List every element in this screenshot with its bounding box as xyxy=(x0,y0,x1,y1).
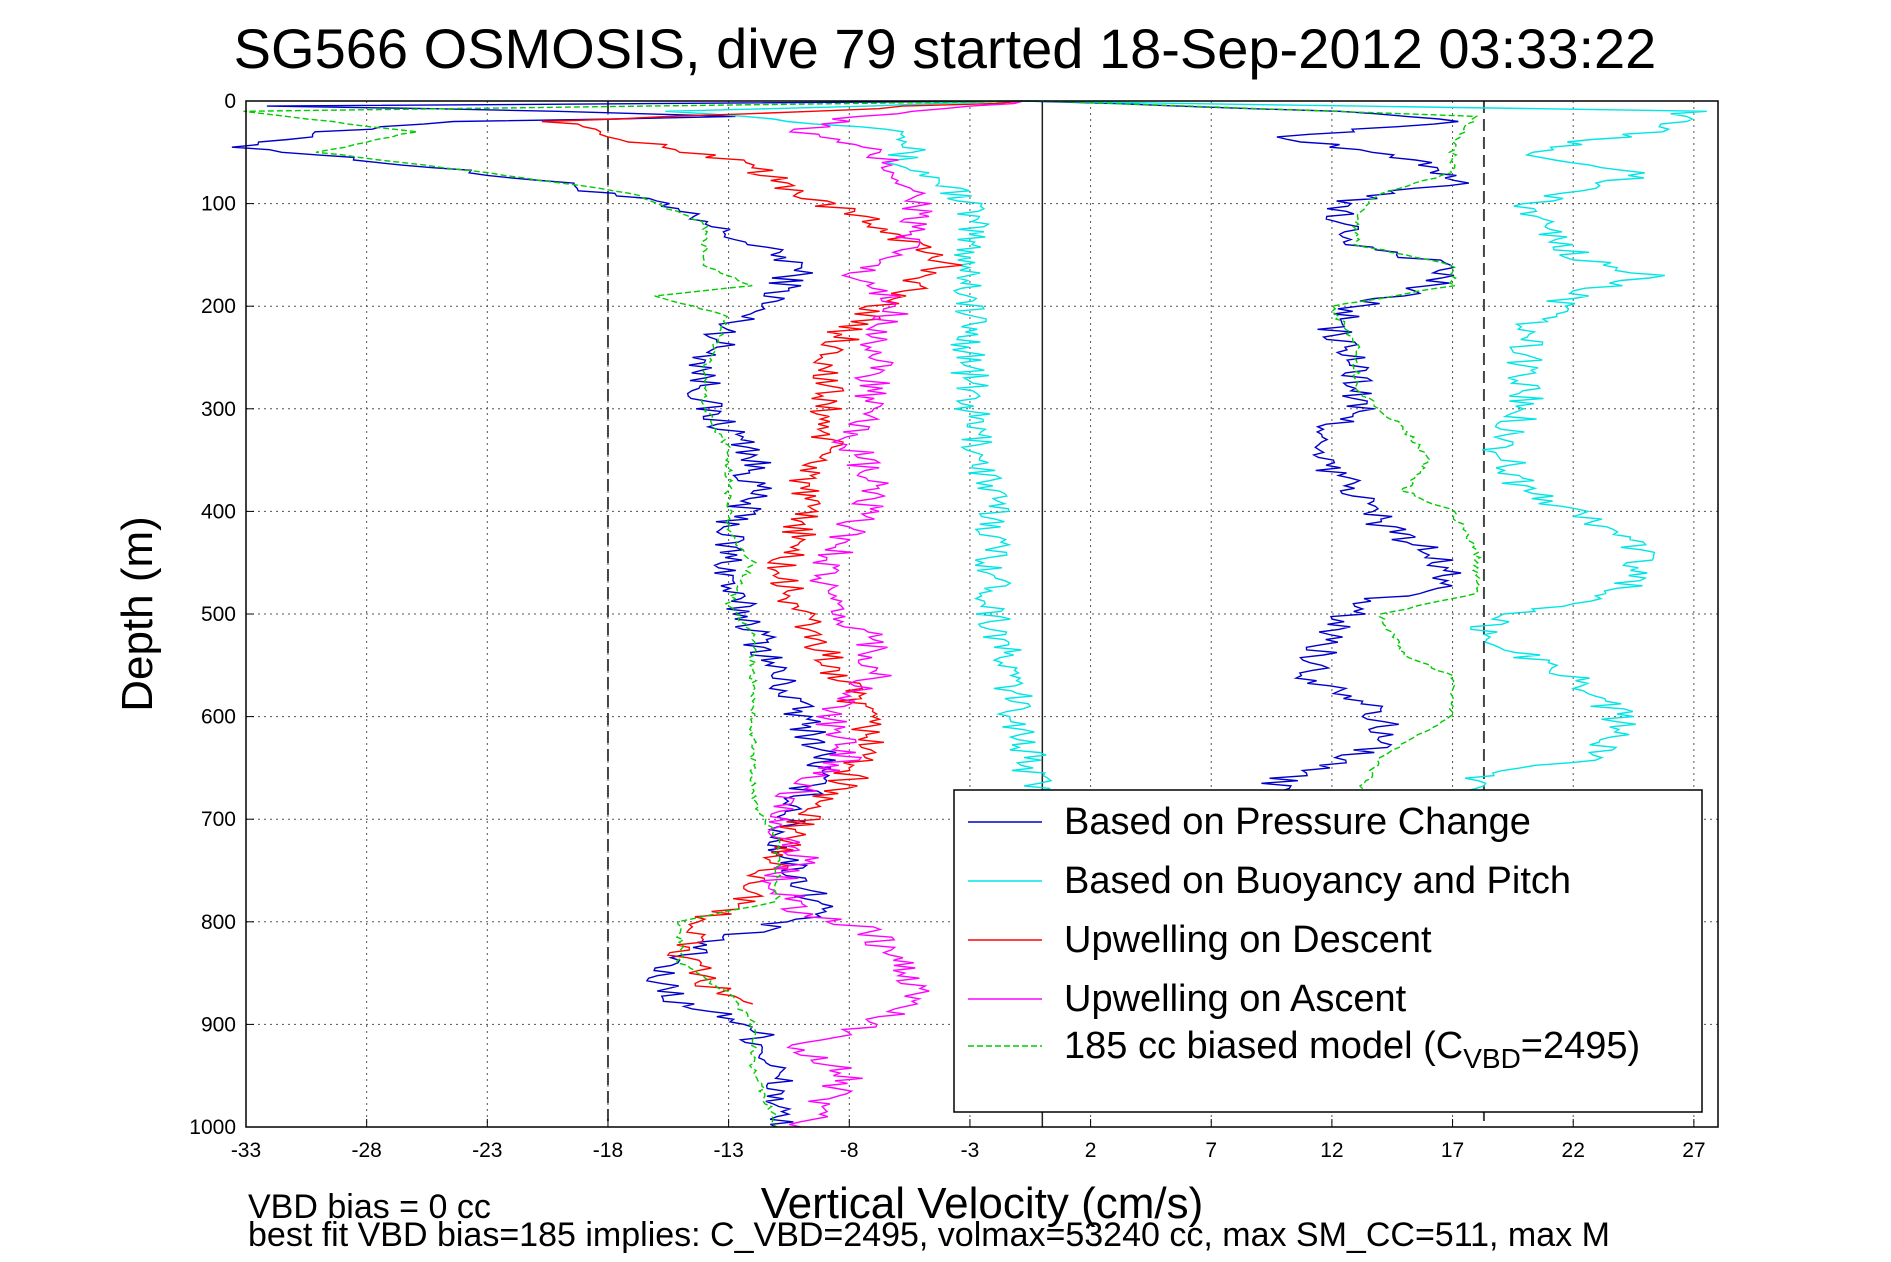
chart-title: SG566 OSMOSIS, dive 79 started 18-Sep-20… xyxy=(234,17,1657,80)
x-tick-label: -23 xyxy=(472,1139,502,1162)
footer-line-2: best fit VBD bias=185 implies: C_VBD=249… xyxy=(248,1216,1610,1254)
footer-line-1: VBD bias = 0 cc xyxy=(248,1188,491,1226)
x-tick-label: 22 xyxy=(1562,1139,1585,1162)
y-tick-label: 800 xyxy=(201,911,236,934)
x-tick-label: -8 xyxy=(840,1139,859,1162)
x-tick-labels: -33 -28 -23 -18 -13 -8 -3 2 7 12 17 22 27 xyxy=(231,1119,1706,1162)
y-tick-label: 600 xyxy=(201,706,236,729)
legend-box xyxy=(953,789,1703,1113)
x-tick-label: 7 xyxy=(1205,1139,1217,1162)
series-line-185-cc-biased-model-cvbd-2495 xyxy=(243,100,1039,1128)
y-tick-label: 100 xyxy=(201,193,236,216)
legend-entry: Upwelling on Descent xyxy=(1064,919,1432,961)
x-tick-label: 17 xyxy=(1441,1139,1464,1162)
x-tick-label: -33 xyxy=(231,1139,261,1162)
x-tick-label: 27 xyxy=(1682,1139,1705,1162)
y-tick-labels: 0 100 200 300 400 500 600 700 800 900 1000 xyxy=(189,90,254,1139)
y-tick-label: 900 xyxy=(201,1013,236,1036)
x-tick-label: -13 xyxy=(713,1139,743,1162)
x-tick-label: 2 xyxy=(1085,1139,1097,1162)
legend-entry: 185 cc biased model (CVBD=2495) xyxy=(1064,1025,1640,1074)
y-tick-label: 200 xyxy=(201,295,236,318)
legend-items: Based on Pressure Change Based on Buoyanc… xyxy=(968,801,1640,1074)
y-axis-label: Depth (m) xyxy=(113,516,162,712)
y-tick-label: 300 xyxy=(201,398,236,421)
y-tick-label: 700 xyxy=(201,808,236,831)
series-line-ascent-based-on-pressure-change xyxy=(1024,100,1470,820)
series-group xyxy=(231,100,1707,1128)
series-line-ascent-185-cc-biased-model-cvbd-2495 xyxy=(1043,100,1482,820)
series-line-based-on-buoyancy-and-pitch xyxy=(665,100,1053,820)
y-tick-label: 400 xyxy=(201,500,236,523)
legend: Based on Pressure Change Based on Buoyanc… xyxy=(953,789,1703,1113)
x-axis-label: Vertical Velocity (cm/s) xyxy=(761,1179,1204,1228)
x-tick-label: -3 xyxy=(961,1139,980,1162)
legend-entry: Based on Buoyancy and Pitch xyxy=(1064,860,1571,902)
y-tick-label: 0 xyxy=(224,90,236,113)
legend-entry: Based on Pressure Change xyxy=(1064,801,1531,843)
x-tick-label: -28 xyxy=(351,1139,381,1162)
x-tick-label: 12 xyxy=(1320,1139,1343,1162)
y-tick-label: 500 xyxy=(201,603,236,626)
legend-entry: Upwelling on Ascent xyxy=(1064,978,1407,1020)
y-tick-label: 1000 xyxy=(189,1116,236,1139)
x-tick-label: -18 xyxy=(593,1139,623,1162)
series-line-upwelling-on-ascent xyxy=(760,100,1024,1128)
series-line-ascent-based-on-buoyancy-and-pitch xyxy=(1029,100,1707,820)
